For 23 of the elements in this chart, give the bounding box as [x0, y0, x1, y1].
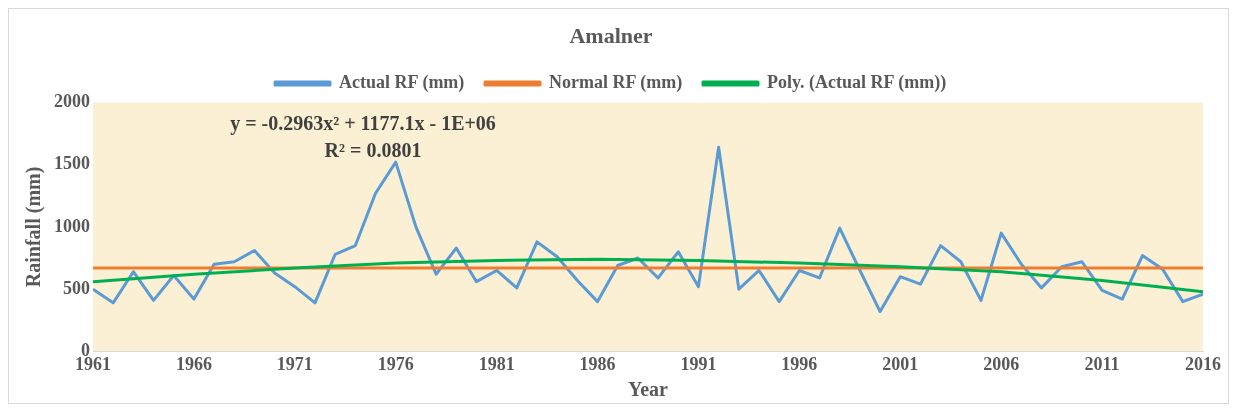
- legend-label: Poly. (Actual RF (mm)): [766, 72, 947, 94]
- y-tick-label: 1000: [54, 215, 90, 236]
- x-tick-label: 2011: [1084, 353, 1120, 374]
- chart-title: Amalner: [569, 22, 653, 48]
- annotation: y = -0.2963x² + 1177.1x - 1E+06: [230, 111, 496, 135]
- x-tick-label: 2006: [983, 353, 1020, 374]
- y-axis-title: Rainfall (mm): [22, 166, 46, 288]
- x-axis-title: Year: [628, 378, 669, 401]
- annotation: R² = 0.0801: [324, 138, 422, 161]
- x-tick-label: 2016: [1185, 353, 1221, 374]
- x-tick-label: 1981: [478, 353, 515, 374]
- x-tick-label: 1976: [377, 353, 414, 374]
- x-tick-label: 1991: [680, 353, 717, 374]
- legend-label: Normal RF (mm): [549, 72, 683, 94]
- x-tick-label: 1966: [175, 353, 212, 374]
- x-tick-label: 1971: [276, 353, 313, 374]
- x-tick-label: 1996: [781, 353, 818, 374]
- x-tick-label: 2001: [882, 353, 919, 374]
- x-tick-label: 1986: [579, 353, 616, 374]
- y-tick-label: 500: [63, 277, 90, 298]
- y-tick-label: 1500: [54, 153, 90, 174]
- legend-label: Actual RF (mm): [339, 72, 465, 94]
- y-tick-label: 2000: [54, 91, 90, 112]
